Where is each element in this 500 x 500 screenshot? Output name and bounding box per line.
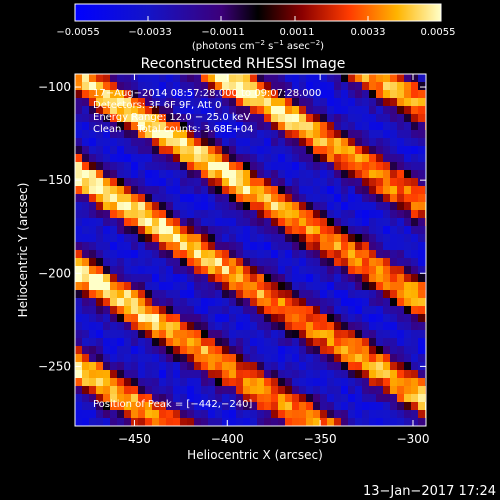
x-tick-label: −300 xyxy=(397,432,430,446)
annotation-peak-position: Position of Peak = [−442,−240] xyxy=(93,399,252,410)
chart-title: Reconstructed RHESSI Image xyxy=(141,56,346,72)
annotation-detectors: Detectors: 3F 6F 9F, Att 0 xyxy=(93,100,221,111)
colorbar xyxy=(74,3,442,22)
plot-frame xyxy=(74,73,427,427)
colorbar-tick-label: 0.0055 xyxy=(421,27,456,38)
y-axis-ticks: −100 −150 −200 −250 xyxy=(38,80,426,373)
colorbar-tick-label: 0.0033 xyxy=(351,27,386,38)
heatmap-image xyxy=(75,74,426,426)
y-tick-label: −250 xyxy=(38,359,71,373)
colorbar-unit-label: (photons cm−2 s−1 asec−2) xyxy=(192,39,324,52)
colorbar-tick-label: −0.0011 xyxy=(201,27,244,38)
colorbar-tick-label: −0.0055 xyxy=(56,27,99,38)
x-axis-ticks: −450 −400 −350 −300 xyxy=(118,74,430,446)
annotation-energy-range: Energy Range: 12.0 − 25.0 keV xyxy=(93,112,250,123)
y-tick-label: −200 xyxy=(38,266,71,280)
y-axis-label: Heliocentric Y (arcsec) xyxy=(16,183,30,318)
x-axis-label: Heliocentric X (arcsec) xyxy=(187,448,323,462)
y-tick-label: −150 xyxy=(38,173,71,187)
x-tick-label: −450 xyxy=(118,432,151,446)
colorbar-tick-label: 0.0011 xyxy=(280,27,315,38)
y-tick-label: −100 xyxy=(38,80,71,94)
footer-timestamp: 13−Jan−2017 17:24 xyxy=(363,484,496,499)
annotation-total-counts: Clean Total counts: 3.68E+04 xyxy=(93,124,253,135)
colorbar-tick-label: −0.0033 xyxy=(128,27,171,38)
annotation-time-range: 17−Aug−2014 08:57:28.000 to 09:07:28.000 xyxy=(93,88,321,99)
x-tick-label: −400 xyxy=(211,432,244,446)
x-tick-label: −350 xyxy=(304,432,337,446)
colorbar-ticks xyxy=(74,16,442,21)
